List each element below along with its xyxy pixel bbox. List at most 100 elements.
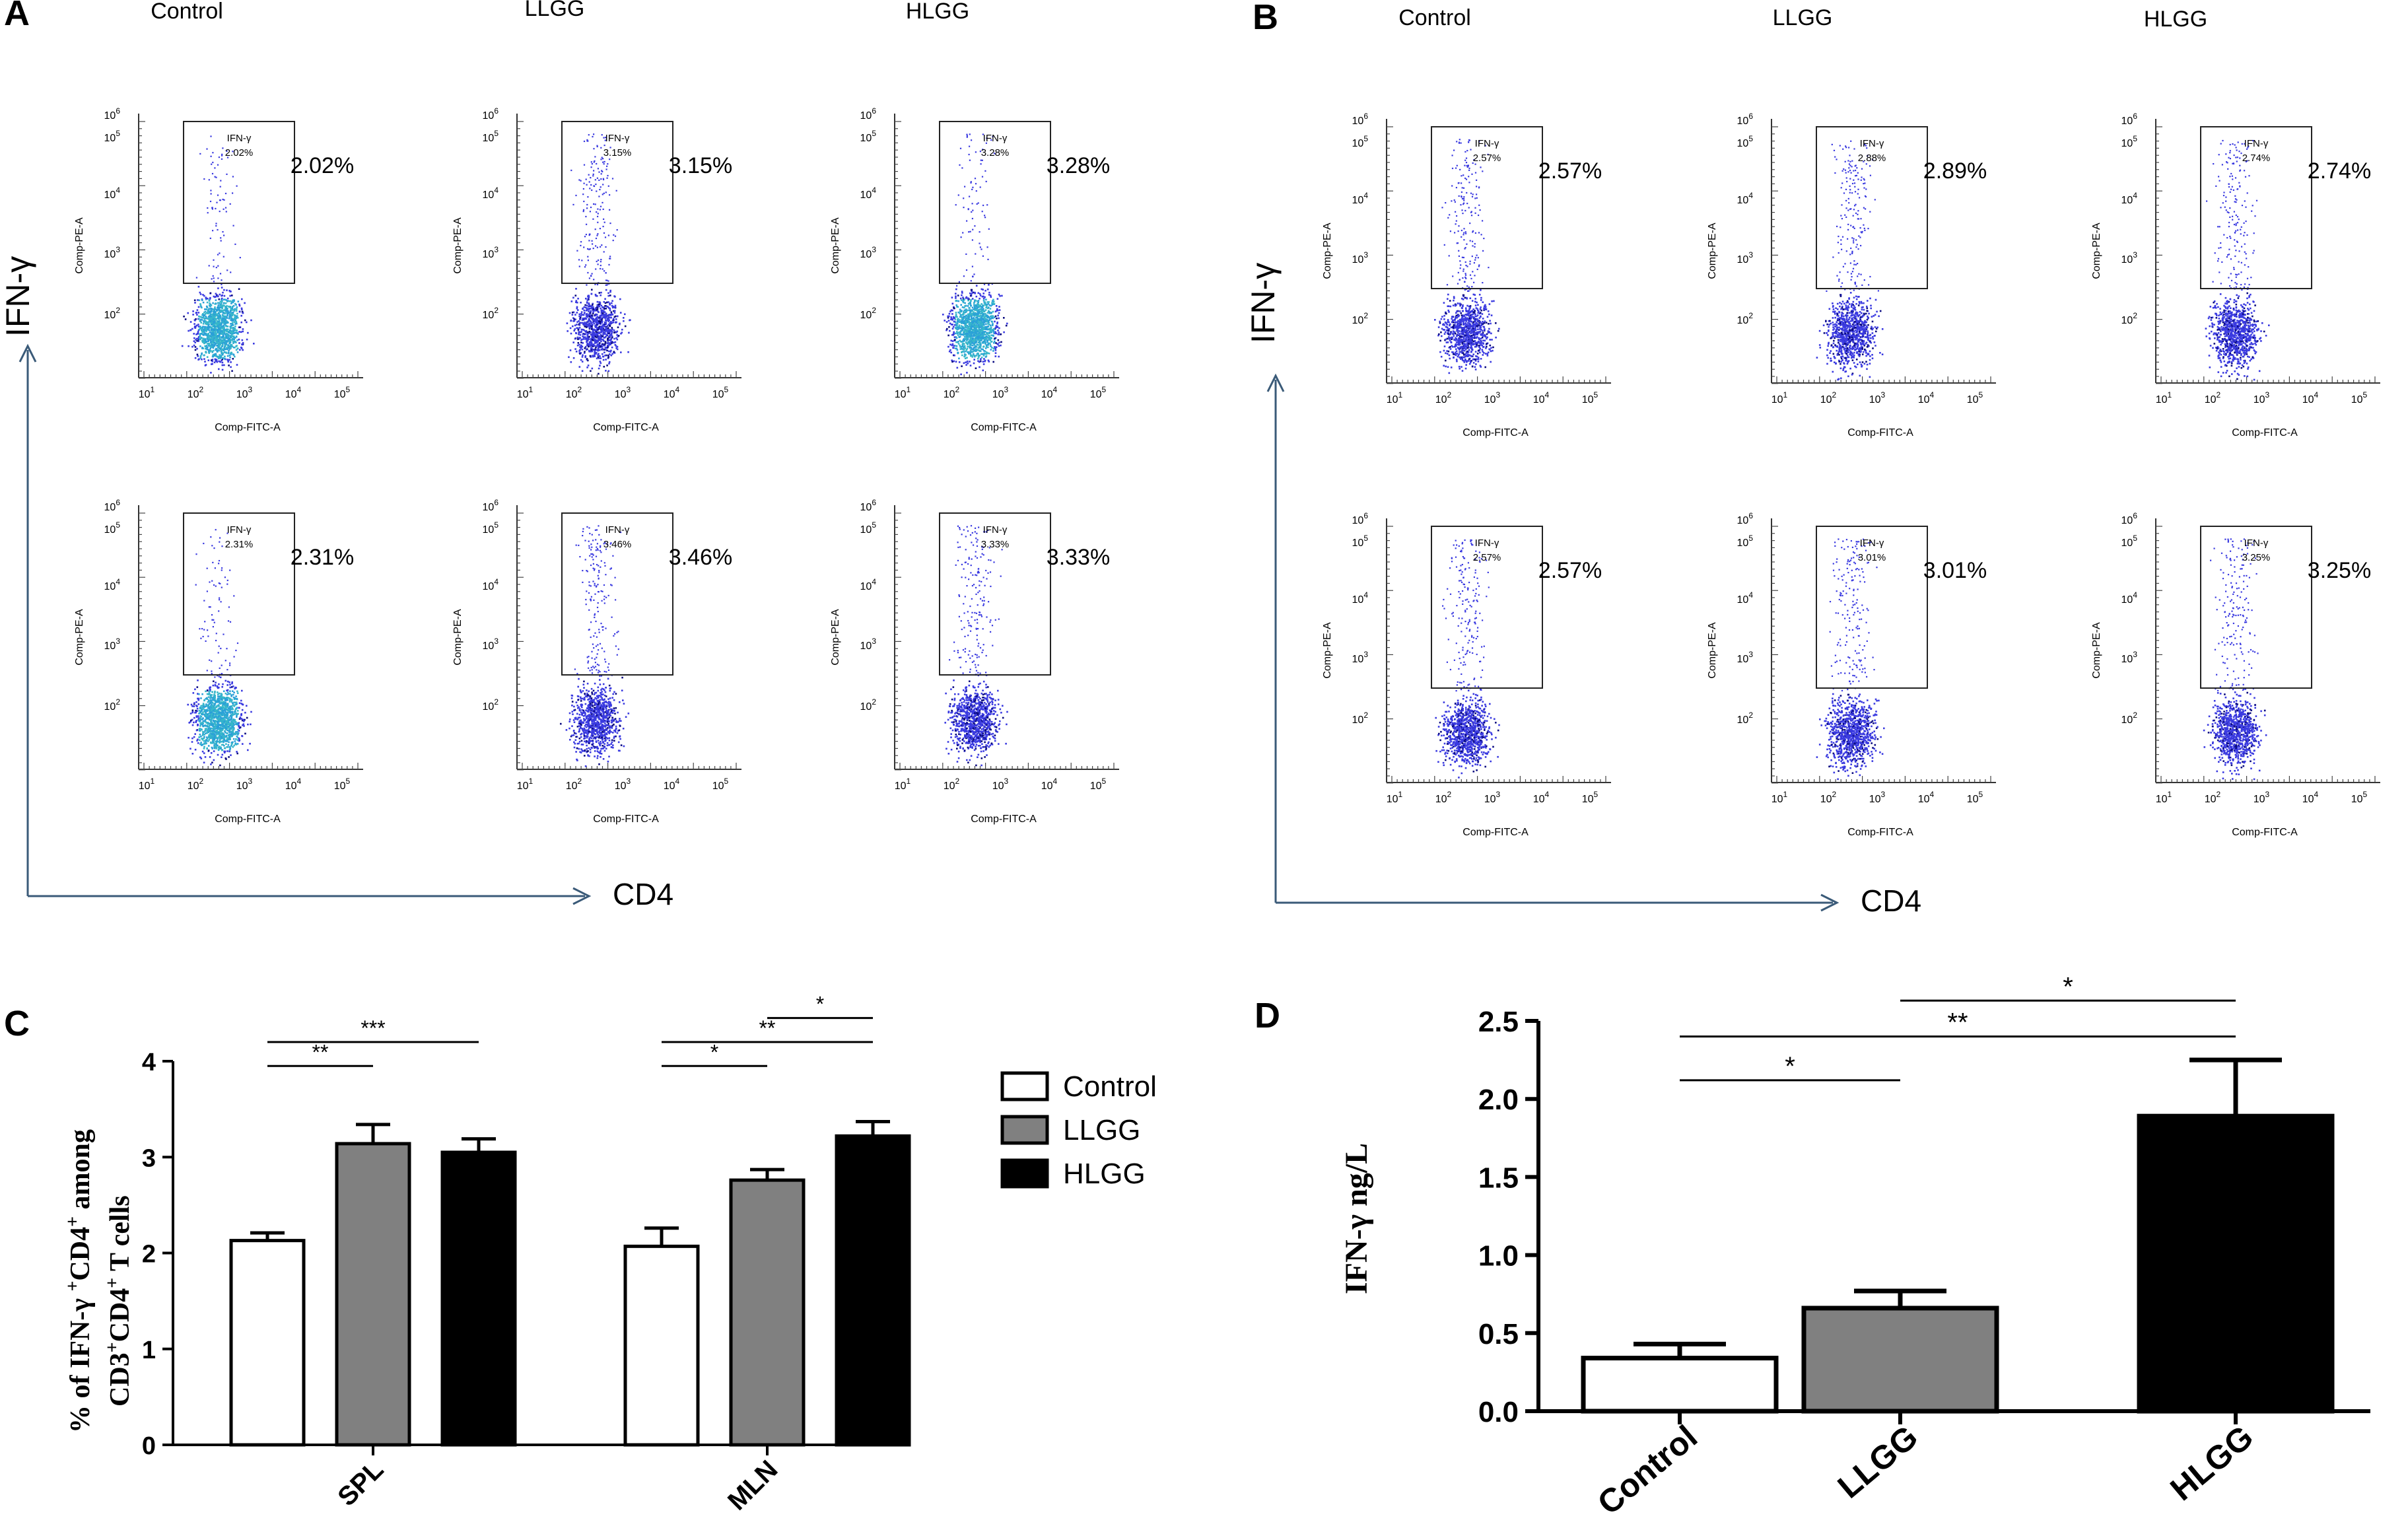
flow-event [242,328,244,330]
flow-event [581,348,584,351]
flow-event [590,370,592,372]
flow-event [596,333,599,335]
flow-event [600,336,602,338]
flow-event [597,215,599,217]
flow-event [588,335,590,338]
flow-event [967,343,969,345]
flow-event [968,316,970,318]
flow-event [221,357,224,359]
flow-event [228,305,230,308]
flow-event [984,359,986,362]
flow-event [213,265,215,267]
flow-event [606,365,608,366]
flow-event [203,711,205,713]
flow-event [613,310,615,312]
flow-event [975,308,978,311]
flow-event [606,316,608,318]
flow-event [231,295,233,296]
flow-event [208,349,210,351]
flow-event [982,369,984,372]
flow-event [956,349,959,351]
flow-event [199,316,201,318]
flow-event [222,333,224,335]
flow-event [987,258,989,260]
flow-event [975,305,978,308]
flow-pct-label: 2.02% [291,153,354,178]
flow-event [590,177,592,179]
flow-event [959,310,961,312]
flow-event [986,303,988,306]
flow-event [225,743,227,745]
flow-event [588,315,591,318]
flow-event [223,744,225,747]
flow-event [215,267,217,269]
flow-event [994,310,997,313]
flow-event [205,703,207,706]
flow-event [967,297,969,299]
flow-event [966,220,968,222]
flow-event [215,353,217,355]
flow-event [217,308,220,310]
flow-event [590,351,592,353]
flow-event [979,246,981,248]
flow-event [232,329,234,331]
flow-event [588,303,590,306]
flow-event [572,296,574,299]
flow-event [207,707,209,709]
flow-event [597,354,599,356]
flow-event [211,278,213,280]
flow-event [595,184,597,186]
flow-event [601,343,603,345]
flow-event [984,217,986,219]
flow-event [216,731,219,734]
flow-event [594,326,596,328]
flow-event [213,330,215,332]
flow-event [970,313,972,315]
flow-event [972,337,974,339]
flow-event [588,240,590,242]
flow-event [600,178,602,180]
flow-event [208,329,211,331]
flow-event [976,334,978,337]
flow-event [981,322,983,325]
flow-event [206,148,208,150]
flow-event [594,309,596,312]
flow-event [975,350,977,352]
flow-event [226,699,228,701]
flow-event [216,335,219,338]
flow-event [606,305,608,308]
flow-event [228,724,231,727]
flow-event [209,331,211,333]
flow-event [591,289,593,291]
flow-event [609,289,611,292]
flow-event [973,330,976,331]
flow-event [578,331,581,333]
flow-event [211,359,213,361]
flow-event [234,319,236,321]
flow-event [990,296,992,298]
flow-event [977,322,979,324]
flow-event [611,300,613,302]
flow-event [954,332,957,335]
flow-event [598,339,600,341]
flow-event [223,295,226,297]
flow-event [961,310,963,312]
flow-event [202,339,204,341]
flow-event [213,317,216,319]
flow-event [582,336,585,338]
flow-event [982,327,984,330]
flow-event [614,235,617,237]
flow-y-title: Comp-PE-A [830,217,841,274]
flow-y-tick-label: 103 [104,637,121,652]
flow-event [979,330,980,332]
flow-event [199,355,202,357]
flow-event [218,302,221,304]
flow-event [965,361,967,363]
flow-event [600,330,602,331]
flow-event [974,324,976,326]
flow-event [607,331,609,333]
flow-event [221,715,224,716]
flow-event [983,310,985,313]
flow-event [212,331,214,333]
flow-event [221,349,223,351]
